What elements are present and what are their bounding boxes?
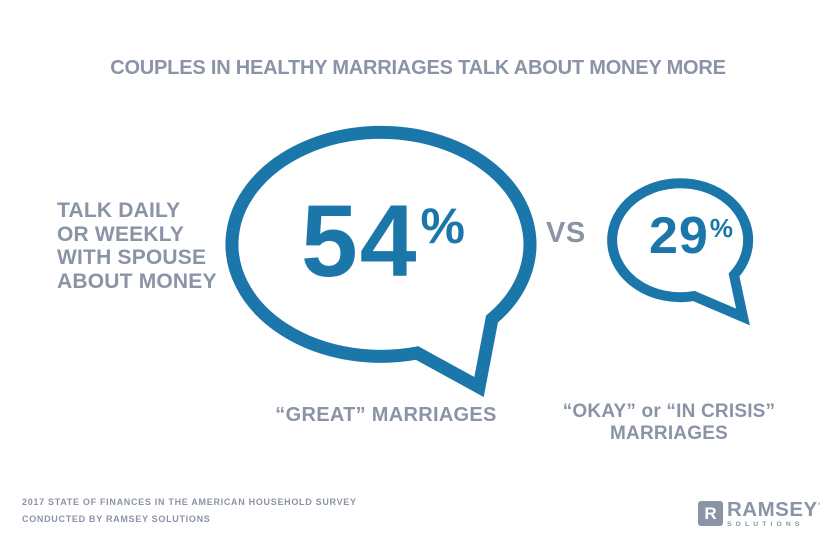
left-caption-line: ABOUT MONEY [57,269,217,293]
okay-percentage: 29 [649,207,709,265]
ramsey-logo-wordmark: RAMSEY [727,498,818,521]
ramsey-logo-icon: R [698,501,723,526]
ramsey-logo-text: RAMSEY’ SOLUTIONS [727,498,821,528]
page-title: COUPLES IN HEALTHY MARRIAGES TALK ABOUT … [110,57,726,79]
vs-label: VS [546,217,586,249]
label-okay-crisis-marriages: “OKAY” or “IN CRISIS” MARRIAGES [538,401,800,445]
stat-okay-value: 29 % [649,210,733,262]
source-note: 2017 STATE OF FINANCES IN THE AMERICAN H… [22,494,357,528]
label-okay-line1: “OKAY” or “IN CRISIS” [562,401,776,422]
trademark-icon: ’ [817,501,821,511]
ramsey-solutions-logo: R RAMSEY’ SOLUTIONS [698,498,821,528]
label-okay-line2: MARRIAGES [610,423,728,444]
stat-great-value: 54 % [301,190,465,292]
speech-bubble-small-icon [607,178,754,326]
source-note-line1: 2017 STATE OF FINANCES IN THE AMERICAN H… [22,497,357,507]
speech-bubble-large-icon [225,125,537,397]
left-caption-line: TALK DAILY [57,199,181,222]
left-caption: TALK DAILY OR WEEKLY WITH SPOUSE ABOUT M… [57,199,217,293]
label-great-marriages: “GREAT” MARRIAGES [275,404,497,426]
great-percentage: 54 [301,184,419,298]
ramsey-logo-subtext: SOLUTIONS [727,521,804,528]
source-note-line2: CONDUCTED BY RAMSEY SOLUTIONS [22,514,211,524]
ramsey-logo-name: RAMSEY’ [727,498,821,521]
okay-percent-sign: % [709,213,733,243]
great-percent-sign: % [420,198,465,254]
left-caption-line: OR WEEKLY [57,222,185,246]
left-caption-line: WITH SPOUSE [57,246,207,269]
ramsey-logo-letter: R [704,503,717,523]
